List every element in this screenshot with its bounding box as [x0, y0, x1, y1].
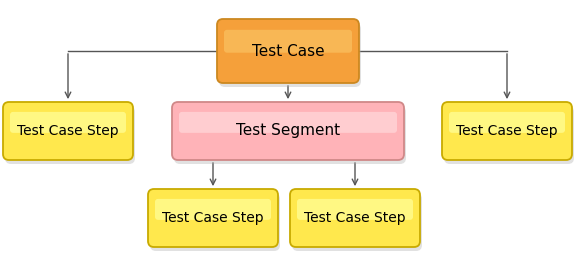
- FancyBboxPatch shape: [172, 102, 404, 160]
- FancyBboxPatch shape: [150, 193, 280, 251]
- FancyBboxPatch shape: [5, 106, 135, 164]
- FancyBboxPatch shape: [219, 23, 361, 87]
- FancyBboxPatch shape: [10, 112, 126, 133]
- Text: Test Case Step: Test Case Step: [304, 211, 406, 225]
- FancyBboxPatch shape: [155, 199, 271, 220]
- FancyBboxPatch shape: [442, 102, 572, 160]
- FancyBboxPatch shape: [179, 112, 397, 133]
- Text: Test Case Step: Test Case Step: [17, 124, 119, 138]
- FancyBboxPatch shape: [217, 19, 359, 83]
- Text: Test Case: Test Case: [252, 44, 324, 58]
- FancyBboxPatch shape: [174, 106, 406, 164]
- Text: Test Case Step: Test Case Step: [456, 124, 558, 138]
- FancyBboxPatch shape: [148, 189, 278, 247]
- FancyBboxPatch shape: [224, 30, 352, 53]
- Text: Test Case Step: Test Case Step: [162, 211, 264, 225]
- FancyBboxPatch shape: [3, 102, 133, 160]
- FancyBboxPatch shape: [444, 106, 574, 164]
- FancyBboxPatch shape: [292, 193, 422, 251]
- FancyBboxPatch shape: [449, 112, 565, 133]
- Text: Test Segment: Test Segment: [236, 123, 340, 139]
- FancyBboxPatch shape: [290, 189, 420, 247]
- FancyBboxPatch shape: [297, 199, 413, 220]
